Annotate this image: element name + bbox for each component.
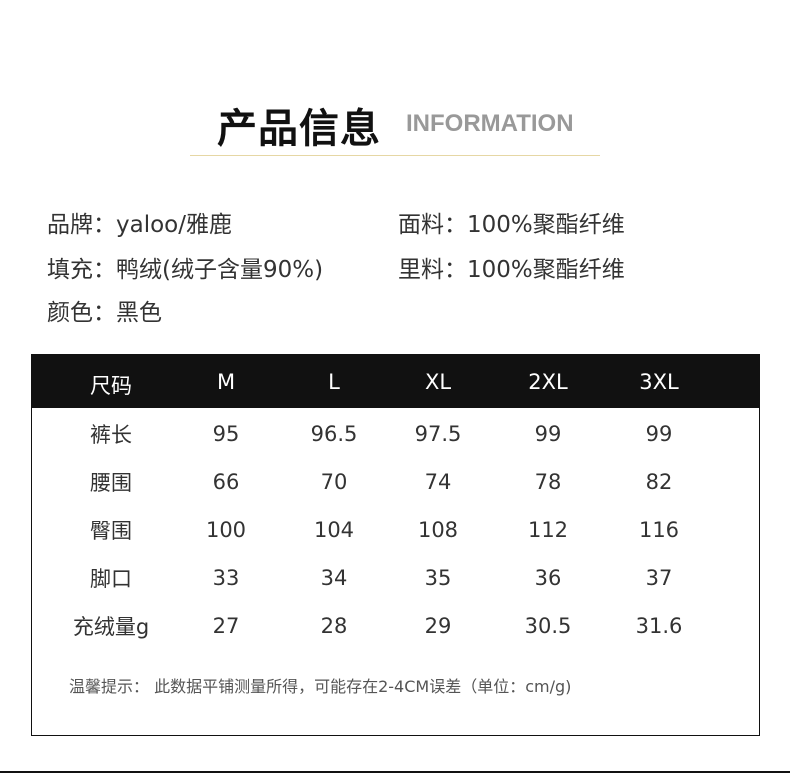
table-cell: 66 bbox=[212, 470, 240, 494]
table-cell: 78 bbox=[534, 470, 562, 494]
header-cell: XL bbox=[424, 370, 452, 394]
page-title: 产品信息 bbox=[217, 106, 381, 152]
row-label: 脚口 bbox=[90, 567, 132, 591]
info-label: 填充： bbox=[47, 257, 116, 283]
table-cell: 27 bbox=[212, 614, 240, 638]
table-cell: 30.5 bbox=[524, 614, 572, 638]
row-label: 腰围 bbox=[90, 471, 132, 495]
info-label: 颜色： bbox=[47, 300, 116, 326]
table-cell: 99 bbox=[534, 422, 562, 446]
table-cell: 95 bbox=[212, 422, 240, 446]
info-label: 品牌： bbox=[47, 212, 116, 238]
row-label: 臀围 bbox=[90, 519, 132, 543]
table-cell: 35 bbox=[424, 566, 452, 590]
table-cell: 104 bbox=[313, 518, 355, 542]
table-cell: 100 bbox=[205, 518, 247, 542]
info-value: 黑色 bbox=[116, 300, 162, 326]
table-cell: 70 bbox=[320, 470, 348, 494]
size-table: 尺码 M L XL 2XL 3XL 裤长 95 96.5 97.5 99 99 腰围 66 70 74 78 8… bbox=[31, 354, 760, 736]
table-cell: 108 bbox=[417, 518, 459, 542]
row-label: 充绒量g bbox=[72, 615, 150, 639]
info-value: yaloo/雅鹿 bbox=[116, 212, 232, 238]
bottom-divider bbox=[0, 771, 790, 773]
table-cell: 33 bbox=[212, 566, 240, 590]
info-lining: 里料：100%聚酯纤维 bbox=[398, 250, 625, 284]
header-cell: 3XL bbox=[639, 370, 679, 394]
table-cell: 31.6 bbox=[635, 614, 683, 638]
table-cell: 34 bbox=[320, 566, 348, 590]
info-label: 里料： bbox=[398, 257, 467, 283]
table-cell: 96.5 bbox=[310, 422, 358, 446]
row-label: 裤长 bbox=[90, 423, 132, 447]
info-fabric: 面料：100%聚酯纤维 bbox=[398, 205, 625, 239]
measurement-note: 温馨提示： 此数据平铺测量所得，可能存在2-4CM误差（单位：cm/g) bbox=[69, 677, 572, 696]
info-filling: 填充：鸭绒(绒子含量90%) bbox=[47, 250, 323, 284]
size-table-header: 尺码 M L XL 2XL 3XL bbox=[32, 355, 759, 408]
header-cell: M bbox=[216, 370, 236, 394]
header-cell: 2XL bbox=[528, 370, 568, 394]
info-label: 面料： bbox=[398, 212, 467, 238]
table-cell: 37 bbox=[645, 566, 673, 590]
info-value: 100%聚酯纤维 bbox=[467, 212, 625, 238]
info-value: 鸭绒(绒子含量90%) bbox=[116, 257, 324, 283]
header-cell: L bbox=[328, 370, 340, 394]
table-cell: 116 bbox=[638, 518, 680, 542]
table-cell: 36 bbox=[534, 566, 562, 590]
header-cell: 尺码 bbox=[90, 374, 132, 398]
table-cell: 74 bbox=[424, 470, 452, 494]
info-color: 颜色：黑色 bbox=[47, 293, 162, 327]
table-cell: 97.5 bbox=[414, 422, 462, 446]
table-cell: 28 bbox=[320, 614, 348, 638]
table-cell: 29 bbox=[424, 614, 452, 638]
table-cell: 99 bbox=[645, 422, 673, 446]
table-cell: 112 bbox=[527, 518, 569, 542]
table-cell: 82 bbox=[645, 470, 673, 494]
page-subtitle: INFORMATION bbox=[406, 110, 574, 137]
info-brand: 品牌：yaloo/雅鹿 bbox=[47, 205, 232, 239]
info-value: 100%聚酯纤维 bbox=[467, 257, 625, 283]
title-underline bbox=[190, 155, 600, 156]
